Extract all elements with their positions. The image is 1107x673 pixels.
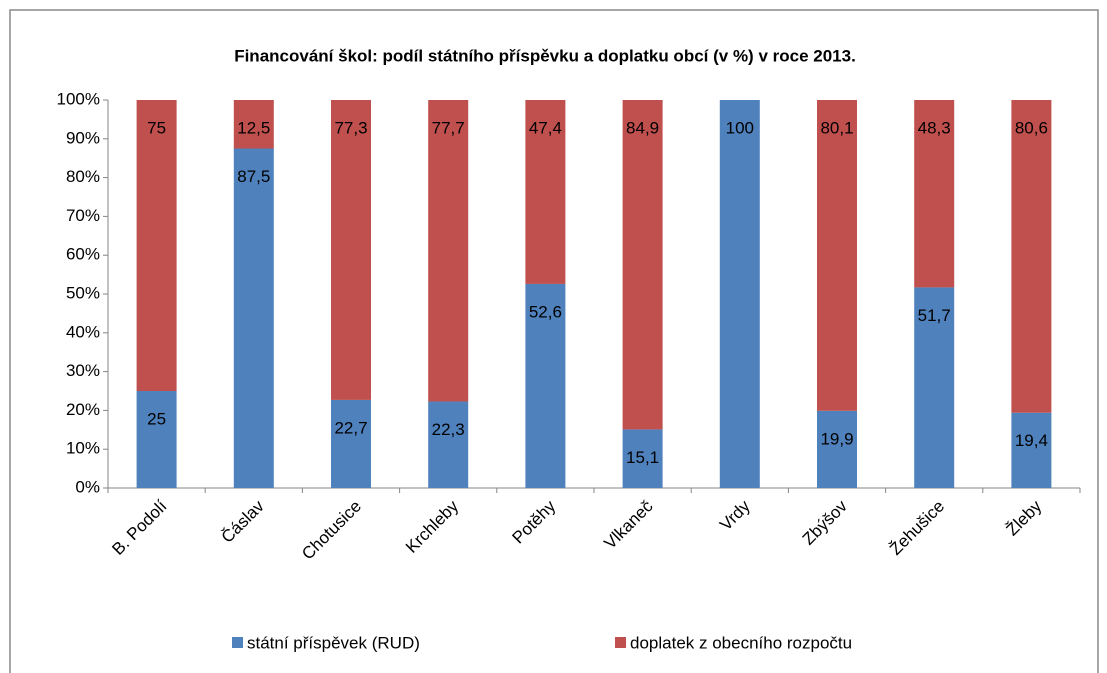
data-label: 75: [147, 118, 166, 137]
y-tick-label: 70%: [66, 206, 100, 225]
y-tick-label: 80%: [66, 167, 100, 186]
data-label: 52,6: [529, 302, 562, 321]
chart-frame: [9, 9, 1099, 673]
data-label: 77,7: [432, 118, 465, 137]
bar-segment: [136, 391, 177, 488]
bar-segment: [914, 100, 955, 288]
data-label: 87,5: [237, 167, 270, 186]
data-label: 12,5: [237, 118, 270, 137]
data-label: 22,3: [432, 420, 465, 439]
y-tick-label: 90%: [66, 128, 100, 147]
y-tick-label: 0%: [75, 477, 100, 496]
x-tick-label: Žehušice: [886, 497, 948, 559]
bar-segment: [525, 100, 566, 284]
x-tick-label: Potěhy: [509, 496, 560, 547]
bar-segment: [331, 100, 371, 400]
y-tick-label: 20%: [66, 400, 100, 419]
y-tick-label: 40%: [66, 322, 100, 341]
x-tick-label: Vlkaneč: [600, 496, 657, 553]
y-tick-label: 100%: [57, 89, 100, 108]
y-tick-label: 50%: [66, 283, 100, 302]
data-label: 15,1: [626, 448, 659, 467]
bar-segment: [817, 410, 857, 488]
bar-segment: [622, 100, 663, 430]
legend-swatch: [232, 637, 243, 648]
x-tick-label: Vrdy: [716, 496, 754, 534]
data-label: 77,3: [334, 118, 367, 137]
y-tick-label: 30%: [66, 361, 100, 380]
data-label: 80,6: [1015, 118, 1048, 137]
x-tick-label: Chotusice: [298, 497, 365, 564]
bar-segment: [331, 399, 371, 488]
y-tick-label: 10%: [66, 439, 100, 458]
data-label: 100: [726, 118, 754, 137]
data-label: 84,9: [626, 118, 659, 137]
chart-title: Financování škol: podíl státního příspěv…: [234, 46, 856, 65]
bar-segment: [914, 287, 955, 488]
bar-segment: [622, 429, 663, 488]
legend-label: státní příspěvek (RUD): [247, 633, 420, 652]
data-label: 48,3: [918, 118, 951, 137]
bar-segment: [428, 100, 469, 402]
bar-segment: [817, 100, 857, 411]
data-label: 80,1: [820, 118, 853, 137]
x-tick-label: Čáslav: [218, 496, 269, 547]
data-label: 19,4: [1015, 431, 1048, 450]
bar-segment: [233, 148, 274, 488]
bar-segment: [428, 401, 469, 488]
x-tick-label: Krchleby: [402, 496, 463, 557]
data-label: 47,4: [529, 118, 562, 137]
bar-segment: [136, 100, 177, 391]
bar-segment: [1011, 100, 1052, 413]
data-label: 22,7: [334, 418, 367, 437]
data-label: 51,7: [918, 306, 951, 325]
x-tick-label: B. Podolí: [108, 496, 170, 558]
x-tick-label: Zbýšov: [799, 496, 852, 549]
bar-segment: [233, 100, 274, 149]
bar-segment: [525, 283, 566, 488]
x-tick-label: Žleby: [1003, 496, 1046, 539]
data-label: 25: [147, 409, 166, 428]
bar-segment: [719, 100, 760, 488]
legend-label: doplatek z obecního rozpočtu: [630, 633, 852, 652]
data-label: 19,9: [820, 429, 853, 448]
y-tick-label: 60%: [66, 245, 100, 264]
legend-swatch: [615, 637, 626, 648]
bar-segment: [1011, 412, 1052, 488]
